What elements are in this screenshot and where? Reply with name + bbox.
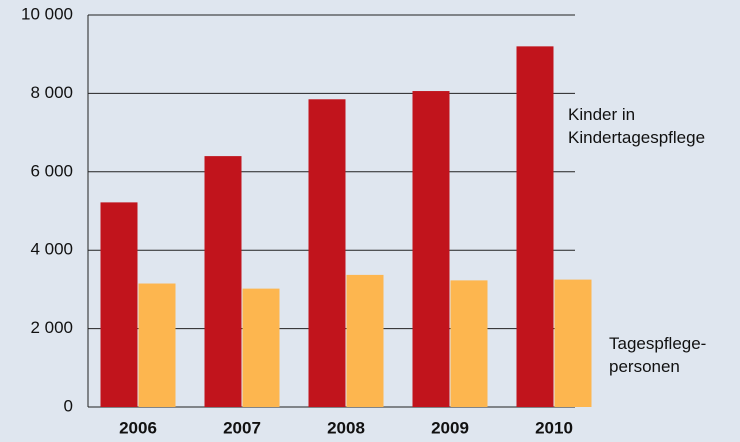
bar [516, 46, 554, 408]
bar [308, 99, 346, 407]
legend-entry: Tagespflege- personen [609, 334, 707, 376]
x-tick-label: 2009 [431, 418, 469, 437]
y-tick-label: 8 000 [30, 83, 73, 102]
y-tick-label: 6 000 [30, 161, 73, 180]
bar [204, 156, 242, 407]
bar [138, 283, 176, 407]
y-tick-label: 4 000 [30, 240, 73, 259]
y-tick-label: 10 000 [21, 4, 73, 23]
legend-entry: Kinder in Kindertagespflege [568, 105, 706, 147]
y-tick-label: 0 [64, 396, 73, 415]
bar [242, 288, 280, 407]
y-tick-label: 2 000 [30, 318, 73, 337]
bar [450, 280, 488, 407]
bar [554, 279, 592, 407]
bar [100, 202, 138, 407]
x-tick-label: 2010 [535, 418, 573, 437]
bar [346, 274, 384, 407]
x-tick-label: 2008 [327, 418, 365, 437]
bar [412, 91, 450, 407]
x-tick-label: 2006 [119, 418, 157, 437]
x-tick-label: 2007 [223, 418, 261, 437]
